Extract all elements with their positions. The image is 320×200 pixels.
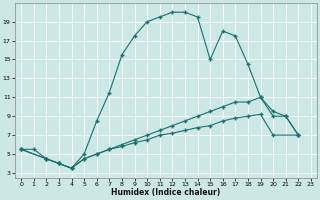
X-axis label: Humidex (Indice chaleur): Humidex (Indice chaleur) bbox=[111, 188, 221, 197]
